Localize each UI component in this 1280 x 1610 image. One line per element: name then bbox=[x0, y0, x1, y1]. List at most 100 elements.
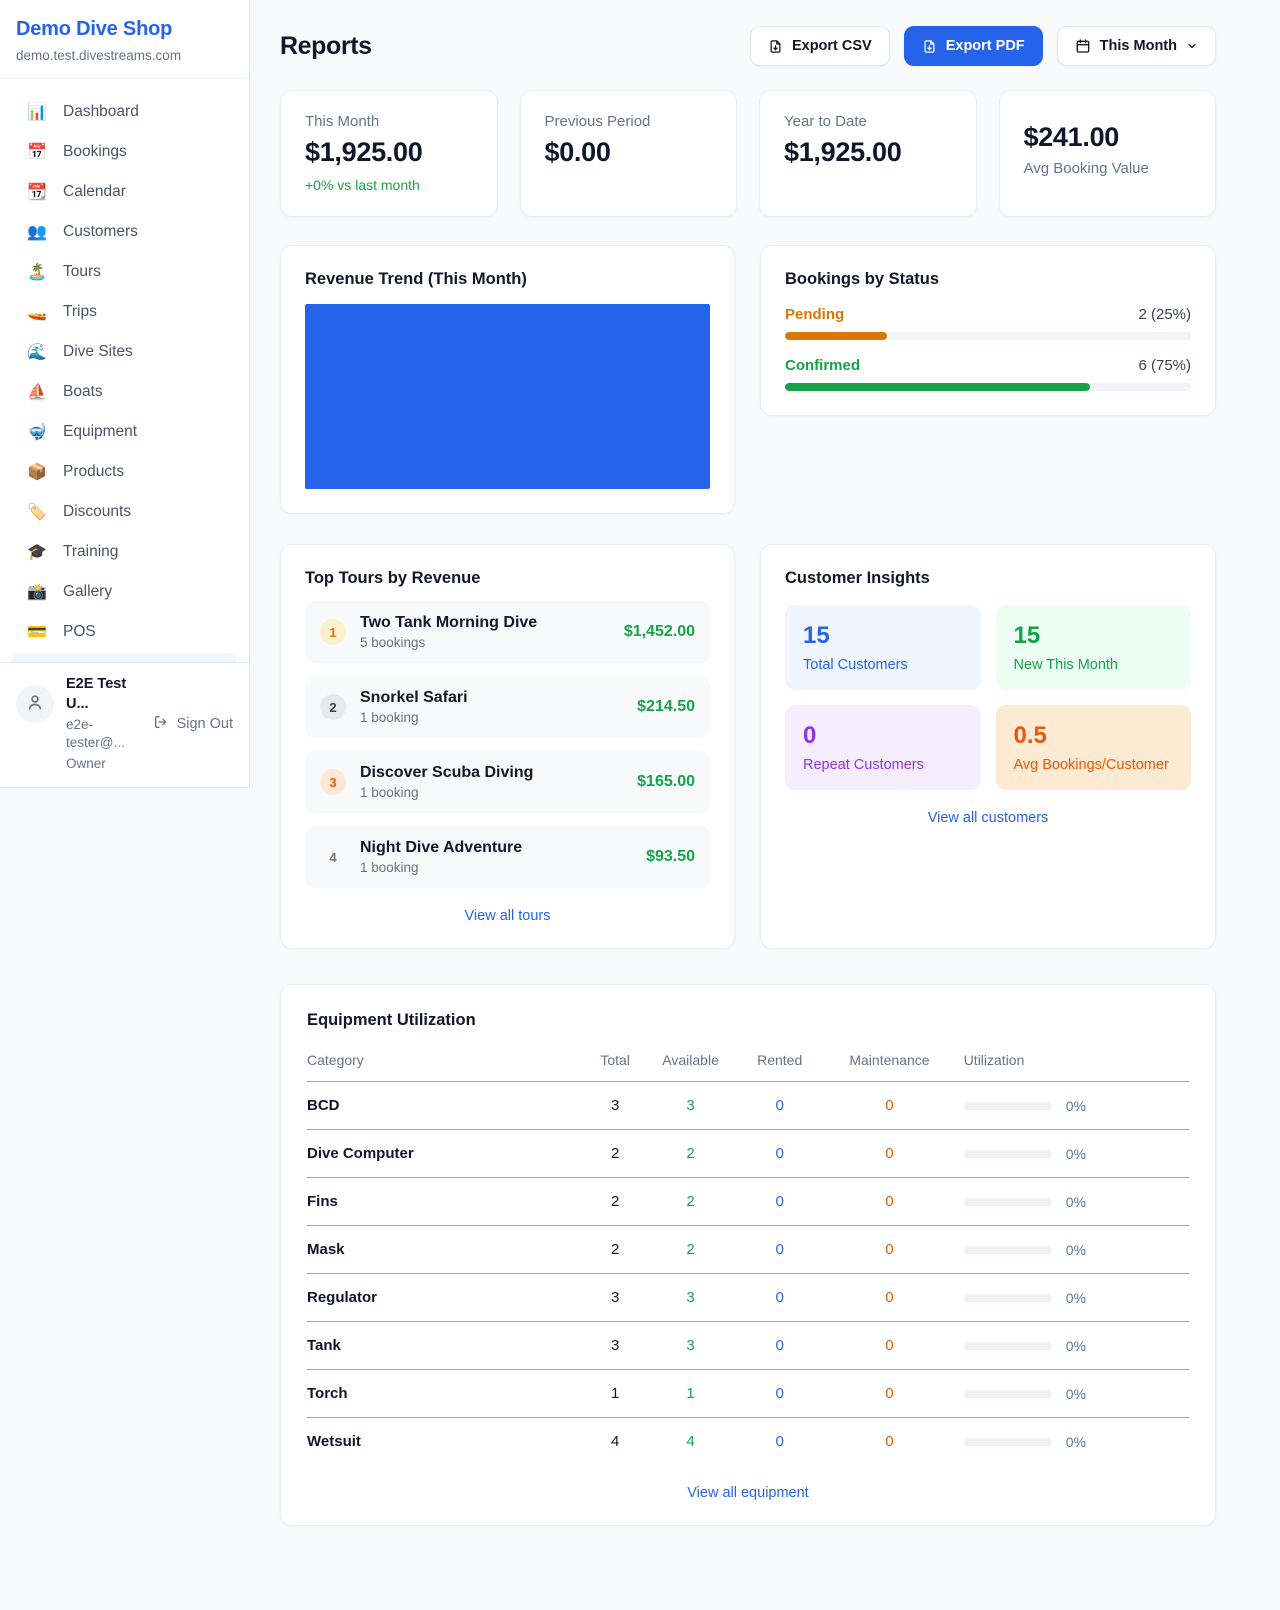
sidebar-item-label: Equipment bbox=[63, 423, 138, 440]
status-rows: Pending 2 (25%) Confirmed 6 (75%) bbox=[785, 306, 1191, 391]
sidebar-item-training[interactable]: 🎓 Training bbox=[12, 532, 237, 572]
equipment-total: 2 bbox=[589, 1177, 642, 1226]
rank-badge: 1 bbox=[320, 619, 346, 645]
sidebar-item-trips[interactable]: 🚤 Trips bbox=[12, 292, 237, 332]
tour-info: Two Tank Morning Dive 5 bookings bbox=[360, 614, 537, 650]
table-row: BCD 3 3 0 0 0% bbox=[307, 1081, 1189, 1130]
status-bar-track bbox=[785, 383, 1191, 391]
sidebar-item-label: Products bbox=[63, 463, 125, 480]
utilization-bar-track bbox=[963, 1149, 1052, 1158]
island-icon: 🏝️ bbox=[27, 264, 47, 281]
tour-row: 3 Discover Scuba Diving 1 booking $165.00 bbox=[305, 751, 710, 813]
sidebar-item-label: POS bbox=[63, 623, 96, 640]
equipment-utilization: 0% bbox=[959, 1081, 1189, 1130]
insight-tile-repeat-customers: 0 Repeat Customers bbox=[785, 705, 981, 790]
table-row: Regulator 3 3 0 0 0% bbox=[307, 1273, 1189, 1322]
top-tours-card: Top Tours by Revenue 1 Two Tank Morning D… bbox=[280, 544, 735, 949]
shop-domain: demo.test.divestreams.com bbox=[16, 48, 182, 63]
sidebar-item-calendar[interactable]: 📆 Calendar bbox=[12, 172, 237, 212]
user-panel: E2E Test U... e2e-tester@... Owner Sign … bbox=[0, 662, 249, 787]
table-header-row: Category Total Available Rented Maintenance U… bbox=[307, 1044, 1189, 1082]
sign-out-icon bbox=[153, 714, 169, 734]
sidebar-item-pos[interactable]: 💳 POS bbox=[12, 612, 237, 652]
insight-tile-avg-bookings-customer: 0.5 Avg Bookings/Customer bbox=[995, 705, 1191, 790]
table-row: Dive Computer 2 2 0 0 0% bbox=[307, 1129, 1189, 1178]
utilization-percent: 0% bbox=[1065, 1385, 1086, 1402]
sidebar-item-boats[interactable]: ⛵ Boats bbox=[12, 372, 237, 412]
utilization-percent: 0% bbox=[1065, 1241, 1086, 1258]
sidebar-item-dive-sites[interactable]: 🌊 Dive Sites bbox=[12, 332, 237, 372]
utilization-percent: 0% bbox=[1065, 1289, 1086, 1306]
utilization-cell: 0% bbox=[963, 1241, 1189, 1258]
stat-card-this-month: This Month $1,925.00 +0% vs last month bbox=[280, 90, 498, 217]
status-label: Pending bbox=[785, 306, 845, 323]
insight-label: Avg Bookings/Customer bbox=[1013, 757, 1169, 773]
equipment-available: 3 bbox=[641, 1273, 741, 1322]
sidebar-item-equipment[interactable]: 🤿 Equipment bbox=[12, 412, 237, 452]
sidebar-item-gallery[interactable]: 📸 Gallery bbox=[12, 572, 237, 612]
equipment-utilization-card: Equipment Utilization Category Total Avail… bbox=[280, 984, 1216, 1526]
calendar-icon bbox=[1075, 38, 1091, 54]
stat-value: $0.00 bbox=[544, 137, 611, 167]
sign-out-button[interactable]: Sign Out bbox=[153, 714, 233, 734]
tour-revenue: $214.50 bbox=[637, 698, 695, 715]
sidebar-item-reports-active-partial[interactable] bbox=[12, 653, 237, 662]
tour-revenue: $93.50 bbox=[646, 848, 695, 865]
wave-icon: 🌊 bbox=[27, 344, 47, 361]
equipment-rented: 0 bbox=[740, 1369, 820, 1418]
equipment-category: Tank bbox=[307, 1321, 590, 1370]
view-all-customers-link[interactable]: View all customers bbox=[927, 810, 1049, 826]
export-pdf-button[interactable]: Export PDF bbox=[903, 26, 1043, 66]
status-line: Confirmed 6 (75%) bbox=[785, 357, 1191, 374]
equipment-available: 3 bbox=[641, 1081, 741, 1130]
sidebar-item-products[interactable]: 📦 Products bbox=[12, 452, 237, 492]
export-csv-button[interactable]: Export CSV bbox=[749, 26, 890, 66]
equipment-utilization: 0% bbox=[959, 1129, 1189, 1178]
utilization-cell: 0% bbox=[963, 1193, 1189, 1210]
sidebar-item-dashboard[interactable]: 📊 Dashboard bbox=[12, 92, 237, 132]
card-title: Top Tours by Revenue bbox=[305, 569, 481, 587]
sidebar-item-discounts[interactable]: 🏷️ Discounts bbox=[12, 492, 237, 532]
utilization-cell: 0% bbox=[963, 1098, 1189, 1114]
period-dropdown[interactable]: This Month bbox=[1056, 26, 1216, 66]
insight-value: 0.5 bbox=[1013, 722, 1047, 749]
chevron-down-icon bbox=[1186, 40, 1198, 52]
file-download-icon bbox=[768, 39, 783, 54]
utilization-cell: 0% bbox=[963, 1433, 1189, 1450]
equipment-total: 4 bbox=[610, 1433, 620, 1450]
utilization-percent: 0% bbox=[1065, 1433, 1086, 1450]
utilization-bar-track bbox=[963, 1293, 1052, 1302]
tour-row: 4 Night Dive Adventure 1 booking $93.50 bbox=[305, 826, 710, 888]
equipment-total: 3 bbox=[589, 1081, 642, 1130]
stat-card-year-to-date: Year to Date $1,925.00 bbox=[759, 90, 977, 217]
speedboat-icon: 🚤 bbox=[27, 304, 47, 321]
equipment-utilization: 0% bbox=[959, 1369, 1189, 1418]
equipment-maintenance: 0 bbox=[819, 1129, 960, 1178]
revenue-trend-bar-chart bbox=[305, 304, 710, 489]
utilization-bar-track bbox=[963, 1341, 1052, 1350]
sidebar-item-tours[interactable]: 🏝️ Tours bbox=[12, 252, 237, 292]
insight-tiles: 15 Total Customers 15 New This Month 0 Repeat… bbox=[785, 605, 1191, 790]
tour-bookings: 1 booking bbox=[360, 710, 419, 725]
utilization-cell: 0% bbox=[963, 1146, 1189, 1162]
status-value: 2 (25%) bbox=[1138, 306, 1191, 323]
stat-label: Previous Period bbox=[544, 113, 651, 130]
rank-badge: 3 bbox=[320, 769, 346, 795]
status-line: Pending 2 (25%) bbox=[785, 306, 1191, 323]
utilization-bar-track bbox=[963, 1245, 1052, 1254]
utilization-percent: 0% bbox=[1065, 1193, 1086, 1210]
credit-card-icon: 💳 bbox=[27, 624, 47, 641]
column-header-utilization: Utilization bbox=[959, 1044, 1189, 1082]
equipment-total: 2 bbox=[589, 1225, 642, 1274]
tour-info: Night Dive Adventure 1 booking bbox=[360, 839, 522, 875]
sidebar-item-label: Discounts bbox=[63, 503, 132, 520]
sidebar-item-bookings[interactable]: 📅 Bookings bbox=[12, 132, 237, 172]
sidebar-item-customers[interactable]: 👥 Customers bbox=[12, 212, 237, 252]
stat-value: $1,925.00 bbox=[784, 137, 902, 167]
view-all-equipment-link[interactable]: View all equipment bbox=[687, 1485, 809, 1501]
view-all-tours-link[interactable]: View all tours bbox=[464, 908, 551, 924]
insight-tile-new-this-month: 15 New This Month bbox=[995, 605, 1191, 690]
tour-name: Night Dive Adventure bbox=[360, 839, 523, 856]
stat-label: This Month bbox=[305, 113, 380, 130]
equipment-category: Torch bbox=[307, 1369, 590, 1418]
